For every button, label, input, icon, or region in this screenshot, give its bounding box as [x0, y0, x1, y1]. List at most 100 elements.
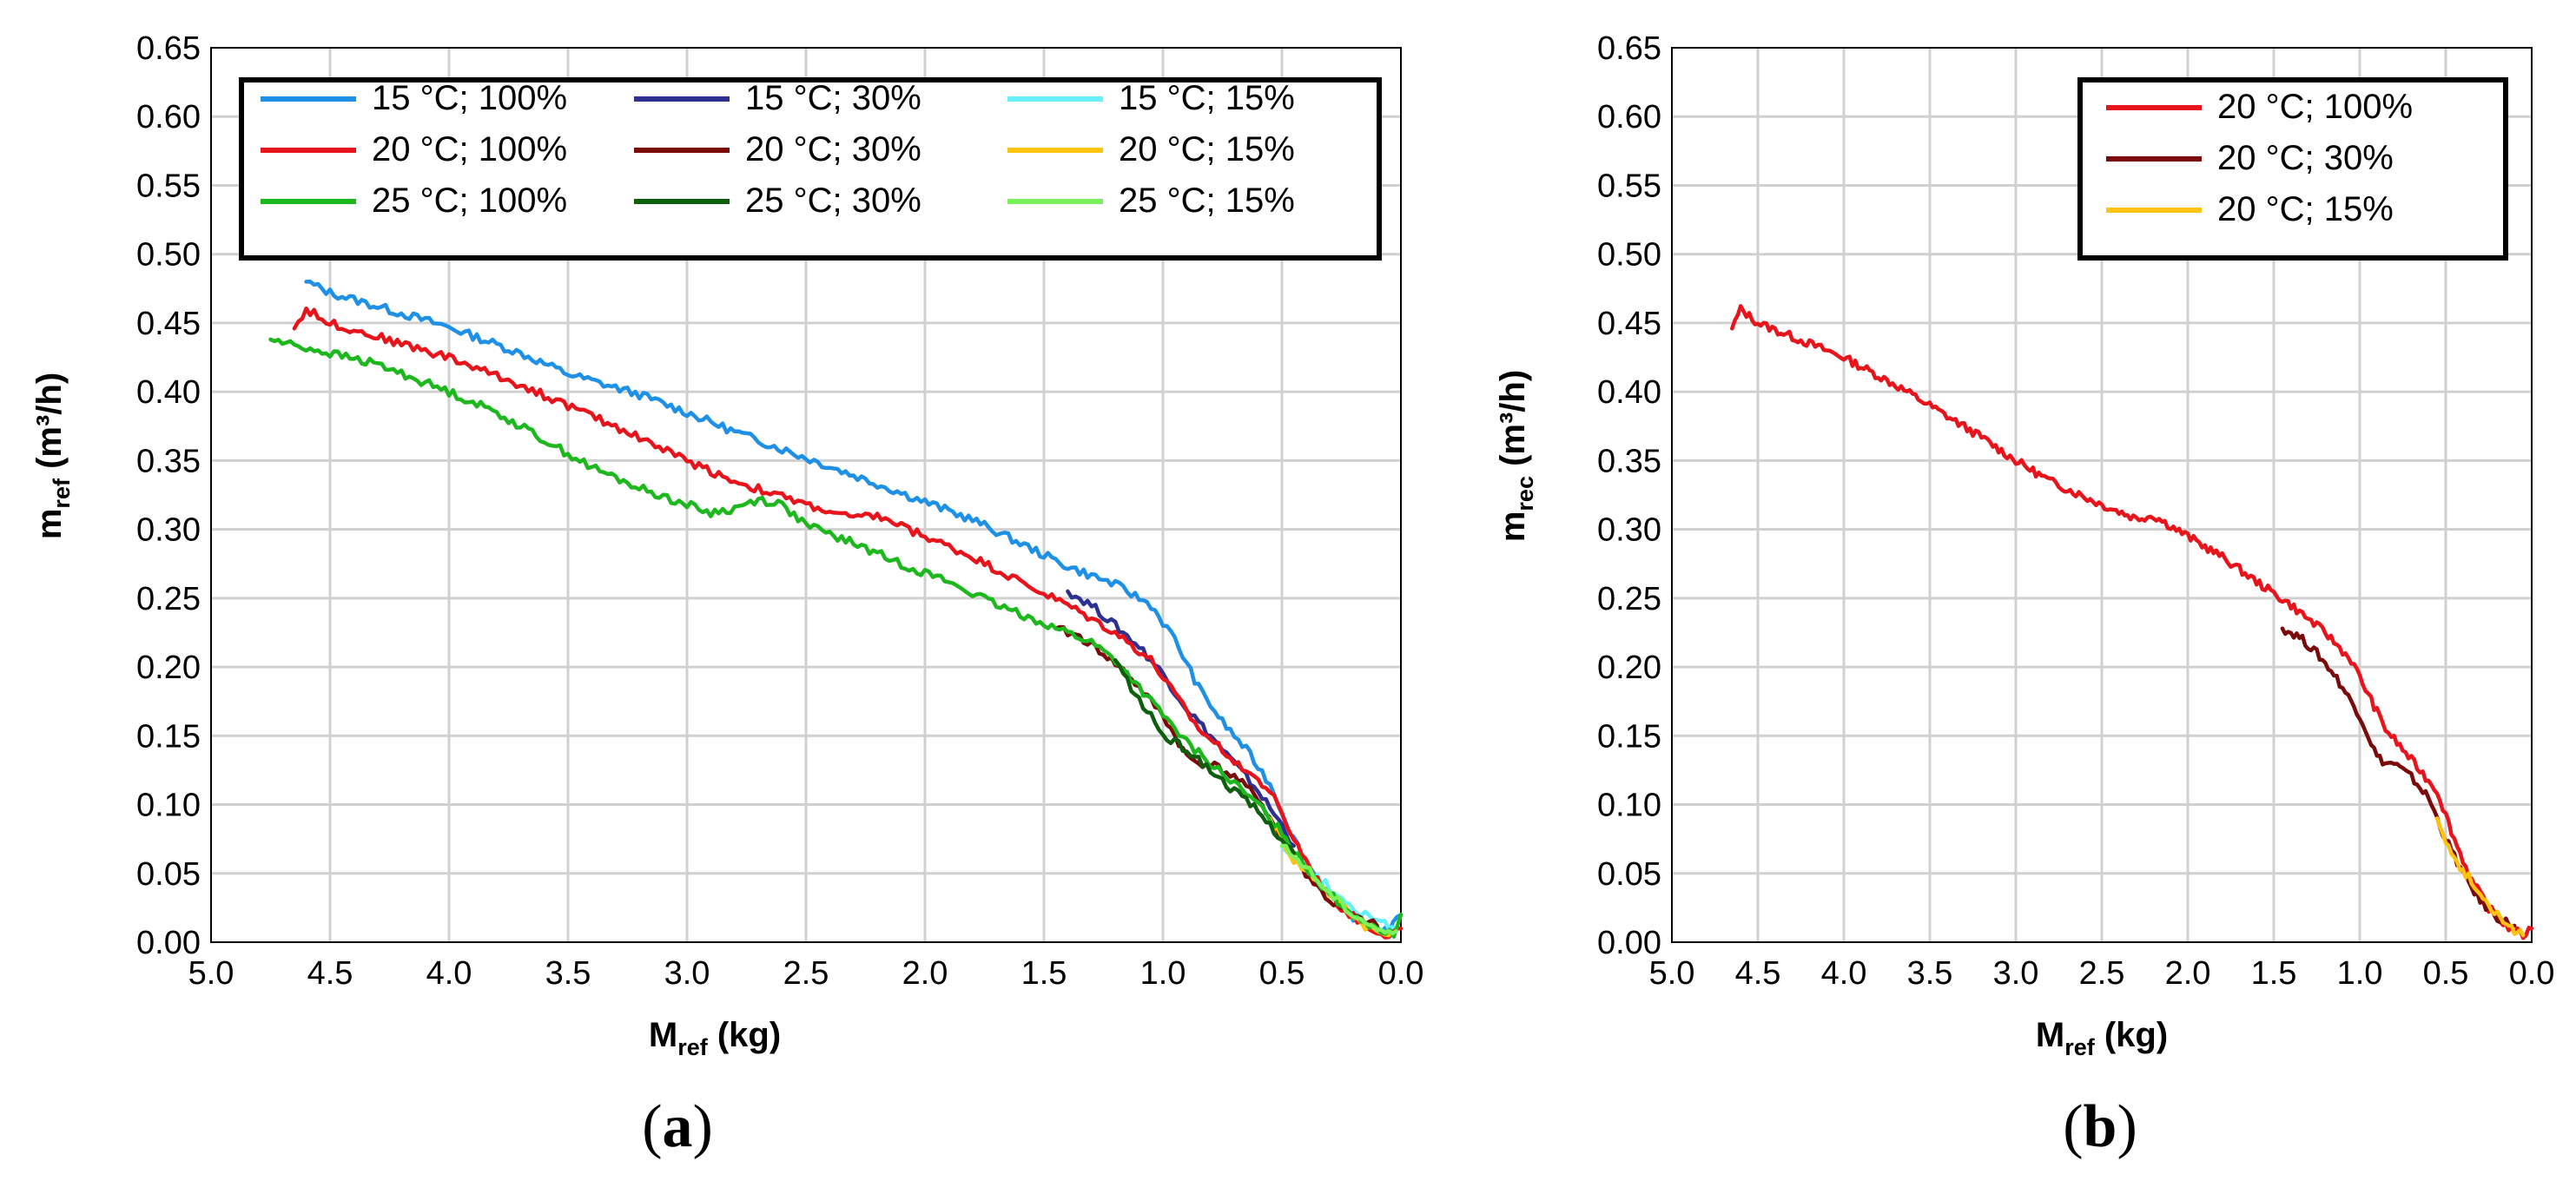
x-tick-label: 1.0	[1140, 955, 1186, 992]
y-tick-label: 0.05	[136, 856, 201, 893]
x-axis-title-a-sub: ref	[677, 1034, 709, 1060]
y-tick-label: 0.15	[1597, 718, 1661, 755]
x-tick-label: 3.5	[545, 955, 591, 992]
y-tick-label: 0.40	[136, 374, 201, 411]
y-tick-label: 0.15	[136, 718, 201, 755]
x-tick-label: 1.5	[1021, 955, 1067, 992]
series-line-25-c-15-	[1279, 843, 1398, 936]
x-axis-title-a-unit: (kg)	[708, 1016, 781, 1054]
y-tick-label: 0.55	[1597, 168, 1661, 204]
series-line-20-c-30-	[2280, 626, 2517, 928]
x-tick-label: 1.0	[2337, 955, 2383, 992]
x-tick-label: 1.5	[2251, 955, 2297, 992]
x-tick-label: 2.0	[2165, 955, 2211, 992]
legend-label: 20 °C; 15%	[2217, 190, 2394, 228]
y-tick-label: 0.45	[1597, 306, 1661, 342]
x-tick-label: 4.0	[1821, 955, 1867, 992]
x-tick-label: 5.0	[1649, 955, 1695, 992]
y-tick-label: 0.50	[1597, 237, 1661, 274]
y-tick-label: 0.40	[1597, 374, 1661, 411]
x-axis-title-a-main: M	[649, 1016, 677, 1054]
y-tick-label: 0.00	[1597, 925, 1661, 961]
y-axis-title-a-unit: (m³/h)	[30, 373, 69, 478]
y-tick-label: 0.45	[136, 306, 201, 342]
y-ticks-a: 0.00 0.05 0.10 0.15 0.20 0.25 0.30 0.35 0.40 0.45…	[136, 30, 201, 961]
x-tick-label: 3.0	[1993, 955, 2039, 992]
chart-panel-a: 0.00 0.05 0.10 0.15 0.20 0.25 0.30 0.35 0.40 0.45…	[30, 30, 1423, 1160]
x-axis-title-b-main: M	[2036, 1016, 2064, 1054]
y-tick-label: 0.65	[1597, 30, 1661, 67]
legend-box-a	[239, 77, 1382, 261]
y-tick-label: 0.00	[136, 925, 201, 961]
y-axis-title-b-main: m	[1494, 511, 1532, 543]
y-tick-label: 0.55	[136, 168, 201, 204]
legend-label: 25 °C; 15%	[1119, 181, 1295, 220]
y-tick-label: 0.25	[136, 581, 201, 617]
plot-area-frame-a	[210, 47, 1402, 943]
chart-panel-b: 0.00 0.05 0.10 0.15 0.20 0.25 0.30 0.35 0.40 0.45…	[1494, 30, 2554, 1160]
x-ticks-a: 5.0 4.5 4.0 3.5 3.0 2.5 2.0 1.5 1.0 0.5 0.0	[188, 955, 1424, 992]
x-tick-label: 2.0	[902, 955, 948, 992]
x-tick-label: 4.5	[307, 955, 353, 992]
legend-label: 20 °C; 100%	[2217, 88, 2413, 126]
y-tick-label: 0.25	[1597, 581, 1661, 617]
y-tick-label: 0.30	[1597, 512, 1661, 549]
series-line-20-c-100-	[1730, 304, 2534, 940]
y-tick-label: 0.50	[136, 237, 201, 274]
legend-label: 15 °C; 15%	[1119, 79, 1295, 117]
legend-label: 20 °C; 30%	[2217, 139, 2394, 177]
y-axis-title-b-unit: (m³/h)	[1494, 370, 1532, 476]
y-tick-label: 0.10	[1597, 788, 1661, 824]
series-line-15-c-100-	[304, 280, 1404, 937]
x-tick-label: 0.0	[2509, 955, 2555, 992]
series-line-25-c-30-	[1113, 657, 1296, 855]
x-tick-label: 3.0	[664, 955, 710, 992]
y-axis-title-a-sub: ref	[49, 478, 75, 509]
y-axis-title-a: mref (m³/h)	[30, 373, 75, 539]
series-line-25-c-100-	[268, 337, 1404, 939]
panel-label-a-letter: a	[663, 1093, 693, 1160]
y-ticks-b: 0.00 0.05 0.10 0.15 0.20 0.25 0.30 0.35 0.40 0.45…	[1597, 30, 1661, 961]
y-axis-title-b-sub: rec	[1512, 476, 1538, 511]
x-tick-label: 0.0	[1378, 955, 1424, 992]
y-tick-label: 0.30	[136, 512, 201, 549]
x-tick-label: 2.5	[2079, 955, 2125, 992]
x-tick-label: 2.5	[783, 955, 829, 992]
y-tick-label: 0.20	[136, 650, 201, 686]
y-tick-label: 0.65	[136, 30, 201, 67]
y-axis-title-b: mrec (m³/h)	[1494, 370, 1538, 542]
legend-label: 20 °C; 15%	[1119, 130, 1295, 168]
panel-label-b: (b)	[2063, 1093, 2137, 1160]
legend-label: 15 °C; 30%	[745, 79, 921, 117]
x-axis-title-b-sub: ref	[2064, 1034, 2096, 1060]
x-axis-title-b-unit: (kg)	[2095, 1016, 2168, 1054]
y-axis-title-a-main: m	[30, 509, 69, 540]
x-ticks-b: 5.0 4.5 4.0 3.5 3.0 2.5 2.0 1.5 1.0 0.5 0.0	[1649, 955, 2555, 992]
x-axis-title-b: Mref (kg)	[2036, 1016, 2168, 1060]
legend-a: 15 °C; 100% 15 °C; 30% 15 °C; 15% 20 °C; 10…	[239, 77, 1382, 261]
series-line-20-c-100-	[292, 306, 1404, 940]
legend-label: 15 °C; 100%	[372, 79, 567, 117]
plot-area-frame-b	[1671, 47, 2533, 943]
series-group-b	[1730, 304, 2534, 940]
legend-label: 20 °C; 100%	[372, 130, 567, 168]
x-tick-label: 4.5	[1735, 955, 1781, 992]
series-group-a	[268, 280, 1404, 940]
y-tick-label: 0.35	[1597, 443, 1661, 479]
y-tick-label: 0.60	[1597, 99, 1661, 135]
y-tick-label: 0.60	[136, 99, 201, 135]
panel-label-b-letter: b	[2084, 1093, 2117, 1160]
legend-label: 25 °C; 100%	[372, 181, 567, 220]
series-line-20-c-15-	[2434, 816, 2526, 938]
x-tick-label: 5.0	[188, 955, 234, 992]
legend-label: 25 °C; 30%	[745, 181, 921, 220]
x-tick-label: 0.5	[2423, 955, 2469, 992]
x-tick-label: 4.0	[426, 955, 472, 992]
legend-b: 20 °C; 100% 20 °C; 30% 20 °C; 15%	[2077, 77, 2508, 261]
y-tick-label: 0.35	[136, 443, 201, 479]
legend-label: 20 °C; 30%	[745, 130, 921, 168]
y-tick-label: 0.05	[1597, 856, 1661, 893]
x-axis-title-a: Mref (kg)	[649, 1016, 781, 1060]
x-tick-label: 0.5	[1259, 955, 1305, 992]
